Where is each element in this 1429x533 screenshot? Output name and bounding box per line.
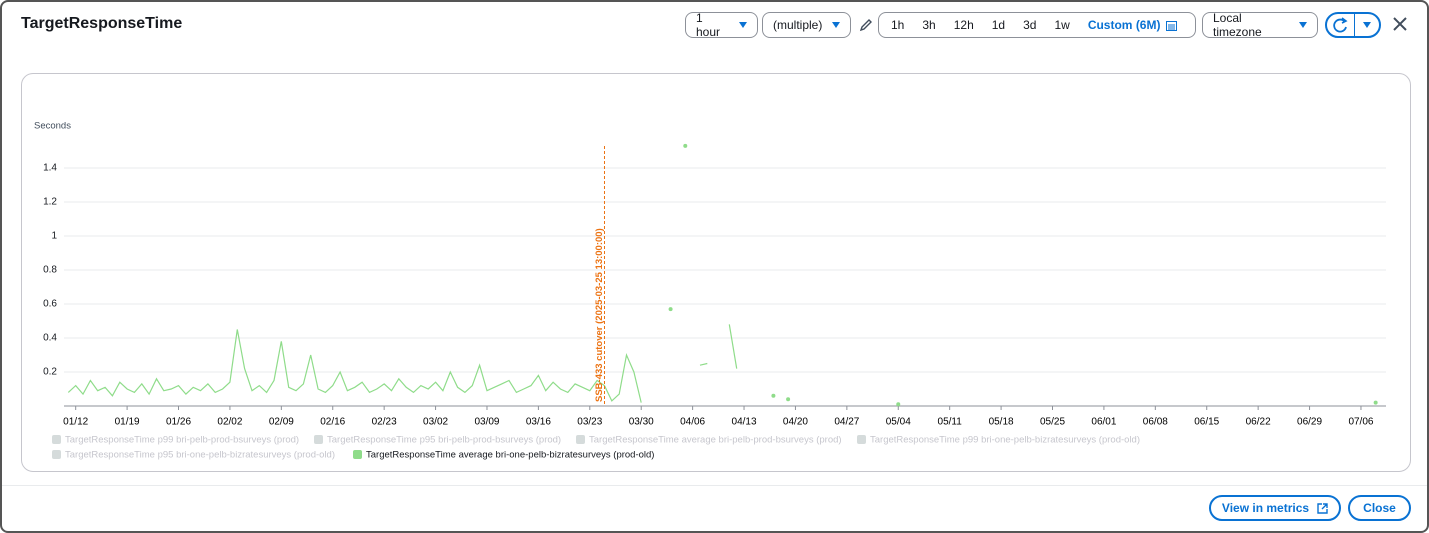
legend-label: TargetResponseTime p99 bri-one-pelb-bizr… [870, 435, 1140, 446]
data-line [728, 324, 738, 369]
x-tick-label: 02/02 [217, 417, 242, 428]
data-line [699, 362, 708, 366]
x-tick-label: 01/12 [63, 417, 88, 428]
data-point [786, 397, 791, 402]
x-tick-label: 06/15 [1194, 417, 1219, 428]
divider [1354, 14, 1355, 36]
x-tick-label: 01/26 [166, 417, 191, 428]
range-option[interactable]: 1h [891, 18, 905, 32]
y-tick-label: 1.2 [43, 197, 57, 208]
y-tick-label: 0.2 [43, 367, 57, 378]
legend-swatch [576, 435, 585, 444]
x-tick-label: 05/04 [886, 417, 911, 428]
x-tick-label: 02/23 [372, 417, 397, 428]
caret-icon [739, 22, 747, 28]
x-tick-label: 06/29 [1297, 417, 1322, 428]
x-tick-label: 04/13 [732, 417, 757, 428]
legend-label: TargetResponseTime p99 bri-pelb-prod-bsu… [65, 435, 299, 446]
legend-label: TargetResponseTime average bri-pelb-prod… [589, 435, 842, 446]
y-axis-label: Seconds [34, 121, 71, 132]
chart-panel [21, 73, 1411, 472]
legend-swatch [314, 435, 323, 444]
data-point [668, 307, 673, 312]
x-tick-label: 02/16 [320, 417, 345, 428]
x-tick-label: 05/18 [989, 417, 1014, 428]
x-tick-label: 05/25 [1040, 417, 1065, 428]
edit-icon[interactable] [859, 18, 873, 32]
range-option[interactable]: 12h [953, 18, 974, 32]
y-tick-label: 1.4 [43, 163, 57, 174]
y-tick-label: 1 [51, 231, 57, 242]
x-tick-label: 01/19 [115, 417, 140, 428]
timezone-label: Local timezone [1213, 11, 1262, 39]
x-tick-label: 04/27 [834, 417, 859, 428]
custom-range[interactable]: Custom (6M) [1079, 18, 1187, 32]
external-icon [1317, 502, 1328, 514]
range-group: 1h 3h 12h 1d 3d 1w Custom (6M) [878, 12, 1196, 38]
range-option[interactable]: 3h [922, 18, 936, 32]
range-option[interactable]: 1d [991, 18, 1006, 32]
statistic-label: (multiple) [773, 18, 823, 32]
legend-label: TargetResponseTime p95 bri-pelb-prod-bsu… [327, 435, 561, 446]
refresh-menu[interactable] [1355, 14, 1379, 36]
legend-swatch [52, 450, 61, 459]
x-tick-label: 06/01 [1091, 417, 1116, 428]
range-option[interactable]: 1w [1054, 18, 1070, 32]
legend-swatch [857, 435, 866, 444]
modal-title: TargetResponseTime [21, 15, 183, 32]
legend-swatch [52, 435, 61, 444]
y-tick-label: 0.4 [43, 333, 57, 344]
refresh-icon [1333, 17, 1348, 33]
close-button[interactable]: Close [1348, 495, 1411, 521]
refresh-button[interactable] [1325, 12, 1381, 38]
data-point [896, 402, 901, 407]
y-tick-label: 0.8 [43, 265, 57, 276]
custom-range-label: Custom (6M) [1087, 18, 1161, 32]
x-tick-label: 06/22 [1246, 417, 1271, 428]
data-line [67, 329, 642, 403]
x-tick-label: 03/30 [629, 417, 654, 428]
caret-icon [1363, 22, 1371, 28]
x-tick-label: 03/16 [526, 417, 551, 428]
range-option[interactable]: 3d [1023, 18, 1037, 32]
x-tick-label: 02/09 [269, 417, 294, 428]
footer-divider [2, 485, 1427, 486]
legend-label: TargetResponseTime average bri-one-pelb-… [366, 450, 654, 461]
timezone-select[interactable]: Local timezone [1202, 11, 1318, 39]
period-select[interactable]: 1 hour [685, 11, 758, 39]
y-tick-label: 0.6 [43, 299, 57, 310]
caret-icon [832, 22, 841, 28]
x-tick-label: 03/02 [423, 417, 448, 428]
calendar-icon [1166, 20, 1178, 31]
statistic-select[interactable]: (multiple) [762, 12, 851, 38]
x-tick-label: 04/06 [680, 417, 705, 428]
button-label: Close [1363, 501, 1396, 515]
data-point [1373, 400, 1378, 405]
x-tick-label: 03/23 [577, 417, 602, 428]
x-tick-label: 05/11 [938, 417, 963, 428]
x-tick-label: 07/06 [1348, 417, 1373, 428]
close-icon[interactable] [1392, 16, 1408, 32]
legend-label: TargetResponseTime p95 bri-one-pelb-bizr… [65, 450, 335, 461]
x-tick-label: 04/20 [783, 417, 808, 428]
x-tick-label: 03/09 [474, 417, 499, 428]
button-label: View in metrics [1221, 501, 1310, 515]
caret-icon [1299, 22, 1307, 28]
view-in-metrics-button[interactable]: View in metrics [1209, 495, 1341, 521]
annotation-label: SSB-433 cutover (2025-03-25 13:00:00) [594, 228, 605, 402]
period-label: 1 hour [696, 11, 721, 39]
data-point [683, 143, 688, 148]
data-point [771, 393, 776, 398]
x-tick-label: 06/08 [1143, 417, 1168, 428]
legend-swatch [353, 450, 362, 459]
